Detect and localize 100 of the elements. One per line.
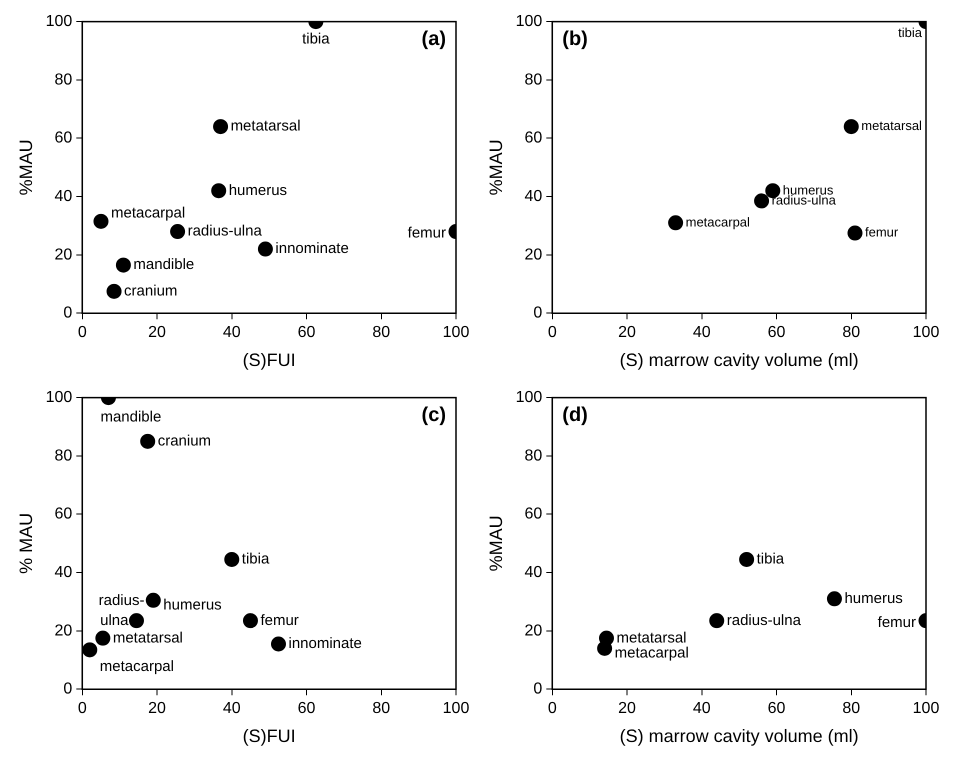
- annotation: femur: [864, 224, 899, 240]
- x-axis-title: (S)FUI: [242, 350, 296, 370]
- x-tick-label: 100: [912, 324, 940, 342]
- x-tick-label: 80: [842, 324, 860, 342]
- point: [844, 119, 859, 134]
- annotation: humerus: [844, 590, 903, 607]
- annotation: radius-ulna: [726, 612, 802, 629]
- x-tick-label: 60: [298, 700, 316, 718]
- x-tick-label: 0: [78, 700, 87, 718]
- y-tick-label: 80: [54, 71, 72, 88]
- point: [170, 224, 186, 240]
- x-tick-label: 0: [548, 700, 557, 718]
- point: [82, 642, 98, 658]
- x-axis-title: (S) marrow cavity volume (ml): [620, 350, 859, 370]
- y-tick-label: 0: [533, 304, 542, 322]
- y-tick-label: 100: [46, 13, 72, 30]
- x-tick-label: 60: [768, 700, 786, 718]
- x-tick-label: 100: [912, 700, 940, 718]
- point: [106, 284, 122, 299]
- y-tick-label: 100: [516, 389, 542, 406]
- x-tick-label: 80: [372, 700, 390, 718]
- point: [146, 592, 161, 608]
- point: [754, 193, 770, 208]
- x-tick-label: 40: [222, 700, 241, 718]
- x-tick-label: 60: [298, 324, 316, 342]
- y-tick-label: 100: [516, 13, 542, 30]
- x-tick-label: 80: [842, 700, 860, 718]
- point: [224, 552, 240, 567]
- x-tick-label: 40: [692, 700, 711, 718]
- point: [826, 591, 842, 606]
- x-tick-label: 20: [618, 700, 636, 718]
- x-tick-label: 40: [692, 324, 711, 342]
- x-tick-label: 20: [618, 324, 636, 342]
- y-tick-label: 20: [524, 622, 542, 640]
- y-tick-label: 0: [63, 304, 72, 322]
- annotation: metatarsal: [861, 118, 922, 134]
- x-tick-label: 80: [372, 324, 390, 342]
- y-axis-title: %MAU: [486, 515, 506, 572]
- annotation: innominate: [275, 240, 349, 258]
- y-tick-label: 60: [54, 130, 72, 147]
- point: [739, 552, 754, 567]
- annotation: femur: [408, 224, 446, 242]
- y-tick-label: 40: [54, 188, 72, 205]
- y-tick-label: 20: [524, 246, 542, 264]
- annotation: mandible: [100, 408, 162, 426]
- x-axis-title: (S)FUI: [242, 726, 296, 746]
- annotation: innominate: [288, 635, 362, 652]
- annotation: metacarpal: [110, 204, 186, 222]
- annotation: humerus: [228, 182, 288, 199]
- point: [128, 613, 144, 628]
- y-tick-label: 60: [524, 506, 542, 523]
- point: [95, 630, 110, 646]
- annotation: tibia: [242, 550, 270, 568]
- point: [213, 119, 228, 134]
- y-tick-label: 100: [46, 389, 72, 406]
- point: [140, 434, 156, 449]
- y-tick-label: 60: [524, 130, 542, 147]
- annotation: metacarpal: [100, 658, 174, 675]
- annotation: (c): [422, 404, 446, 426]
- annotation: tibia: [756, 550, 785, 568]
- annotation: cranium: [158, 432, 212, 450]
- x-axis-title: (S) marrow cavity volume (ml): [620, 726, 859, 746]
- y-tick-label: 0: [63, 680, 72, 698]
- y-tick-label: 40: [524, 188, 542, 205]
- annotation: femur: [260, 612, 299, 629]
- y-tick-label: 80: [54, 447, 72, 464]
- y-axis-title: %MAU: [486, 139, 506, 196]
- y-tick-label: 60: [54, 506, 72, 523]
- x-tick-label: 0: [548, 324, 557, 342]
- point: [709, 613, 724, 628]
- point: [211, 183, 226, 198]
- point: [847, 226, 862, 241]
- y-tick-label: 0: [533, 680, 542, 698]
- y-tick-label: 40: [54, 564, 72, 581]
- annotation: mandible: [133, 256, 194, 274]
- annotation: metacarpal: [614, 644, 689, 662]
- y-tick-label: 80: [524, 447, 542, 464]
- x-tick-label: 0: [78, 324, 87, 342]
- annotation: metacarpal: [686, 214, 750, 230]
- annotation: tibia: [302, 30, 330, 48]
- y-tick-label: 20: [54, 622, 72, 640]
- y-tick-label: 80: [524, 71, 542, 88]
- annotation: tibia: [898, 25, 923, 40]
- point: [668, 215, 684, 230]
- x-tick-label: 20: [148, 324, 166, 342]
- annotation: (a): [422, 28, 446, 50]
- y-axis-title: %MAU: [16, 139, 36, 196]
- annotation: femur: [878, 614, 916, 631]
- y-tick-label: 40: [524, 564, 542, 581]
- x-tick-label: 20: [148, 700, 166, 718]
- x-tick-label: 100: [442, 324, 470, 342]
- x-tick-label: 60: [768, 324, 786, 342]
- y-tick-label: 20: [54, 246, 72, 264]
- annotation: cranium: [124, 282, 178, 300]
- point: [258, 242, 273, 257]
- point: [270, 636, 286, 652]
- annotation: metatarsal: [616, 629, 687, 646]
- point: [597, 640, 612, 656]
- annotation: (d): [562, 404, 588, 426]
- point: [116, 258, 131, 273]
